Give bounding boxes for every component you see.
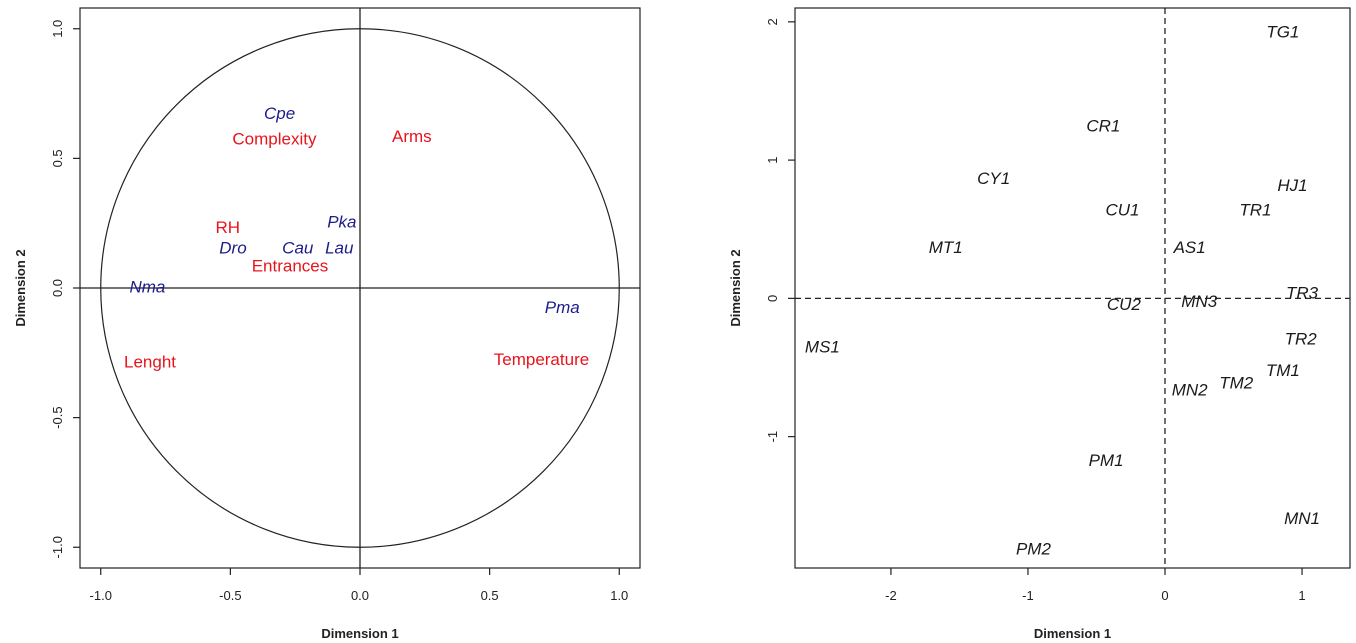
y-axis-label: Dimension 2 — [13, 249, 28, 326]
correlation-circle-chart: -1.0 -0.5 0.0 0.5 1.0 -1.0 -0.5 0.0 0.5 1.0 Dimens… — [13, 8, 640, 641]
point-label-ms1: MS1 — [805, 338, 840, 357]
x-tick-label: -1.0 — [90, 588, 112, 603]
point-label-pka: Pka — [327, 213, 356, 232]
point-label-tr1: TR1 — [1239, 201, 1271, 220]
point-label-cy1: CY1 — [977, 169, 1010, 188]
point-label-tr3: TR3 — [1286, 284, 1319, 303]
point-label-complexity: Complexity — [232, 130, 317, 149]
point-label-as1: AS1 — [1173, 238, 1206, 257]
point-label-tg1: TG1 — [1266, 22, 1299, 41]
y-tick-label: -1 — [765, 431, 780, 443]
x-tick-label: -2 — [885, 588, 897, 603]
x-tick-label: 0.0 — [351, 588, 369, 603]
x-tick-label: -0.5 — [219, 588, 241, 603]
point-label-cu2: CU2 — [1107, 295, 1142, 314]
point-label-temperature: Temperature — [494, 350, 589, 369]
y-tick-label: 1.0 — [50, 20, 65, 38]
point-label-tm2: TM2 — [1219, 374, 1254, 393]
point-label-cpe: Cpe — [264, 104, 295, 123]
y-tick-label: 1 — [765, 156, 780, 163]
x-tick-label: 1.0 — [610, 588, 628, 603]
x-tick-label: 0 — [1161, 588, 1168, 603]
y-tick-label: -0.5 — [50, 406, 65, 428]
point-label-mn1: MN1 — [1284, 509, 1320, 528]
x-axis-label: Dimension 1 — [1034, 626, 1111, 641]
point-label-cu1: CU1 — [1106, 201, 1140, 220]
x-tick-label: 0.5 — [481, 588, 499, 603]
y-tick-label: 0.0 — [50, 279, 65, 297]
point-label-mt1: MT1 — [929, 238, 963, 257]
point-label-lenght: Lenght — [124, 353, 176, 372]
point-label-mn2: MN2 — [1172, 380, 1208, 399]
point-label-arms: Arms — [392, 127, 432, 146]
y-tick-label: 2 — [765, 18, 780, 25]
point-label-dro: Dro — [219, 239, 246, 258]
x-axis-label: Dimension 1 — [321, 626, 398, 641]
point-label-cr1: CR1 — [1086, 116, 1120, 135]
y-tick-label: 0.5 — [50, 149, 65, 167]
point-label-entrances: Entrances — [252, 257, 329, 276]
point-label-rh: RH — [215, 218, 240, 237]
point-label-mn3: MN3 — [1181, 292, 1217, 311]
y-tick-label: 0 — [765, 295, 780, 302]
point-label-nma: Nma — [129, 277, 165, 296]
point-label-cau: Cau — [282, 239, 314, 258]
y-tick-label: -1.0 — [50, 536, 65, 558]
point-label-tr2: TR2 — [1285, 329, 1318, 348]
point-label-hj1: HJ1 — [1277, 176, 1307, 195]
point-label-lau: Lau — [325, 239, 354, 258]
point-label-pma: Pma — [545, 298, 580, 317]
point-label-pm1: PM1 — [1089, 451, 1124, 470]
x-tick-label: -1 — [1022, 588, 1034, 603]
point-label-pm2: PM2 — [1016, 540, 1052, 559]
plot-frame — [795, 8, 1350, 568]
sites-ordination-chart: -2 -1 0 1 -1 0 1 2 Dimension 1 Dimension 2 TG1 CR1 C… — [728, 8, 1350, 641]
y-axis-label: Dimension 2 — [728, 249, 743, 326]
x-tick-label: 1 — [1298, 588, 1305, 603]
point-label-tm1: TM1 — [1266, 361, 1300, 380]
